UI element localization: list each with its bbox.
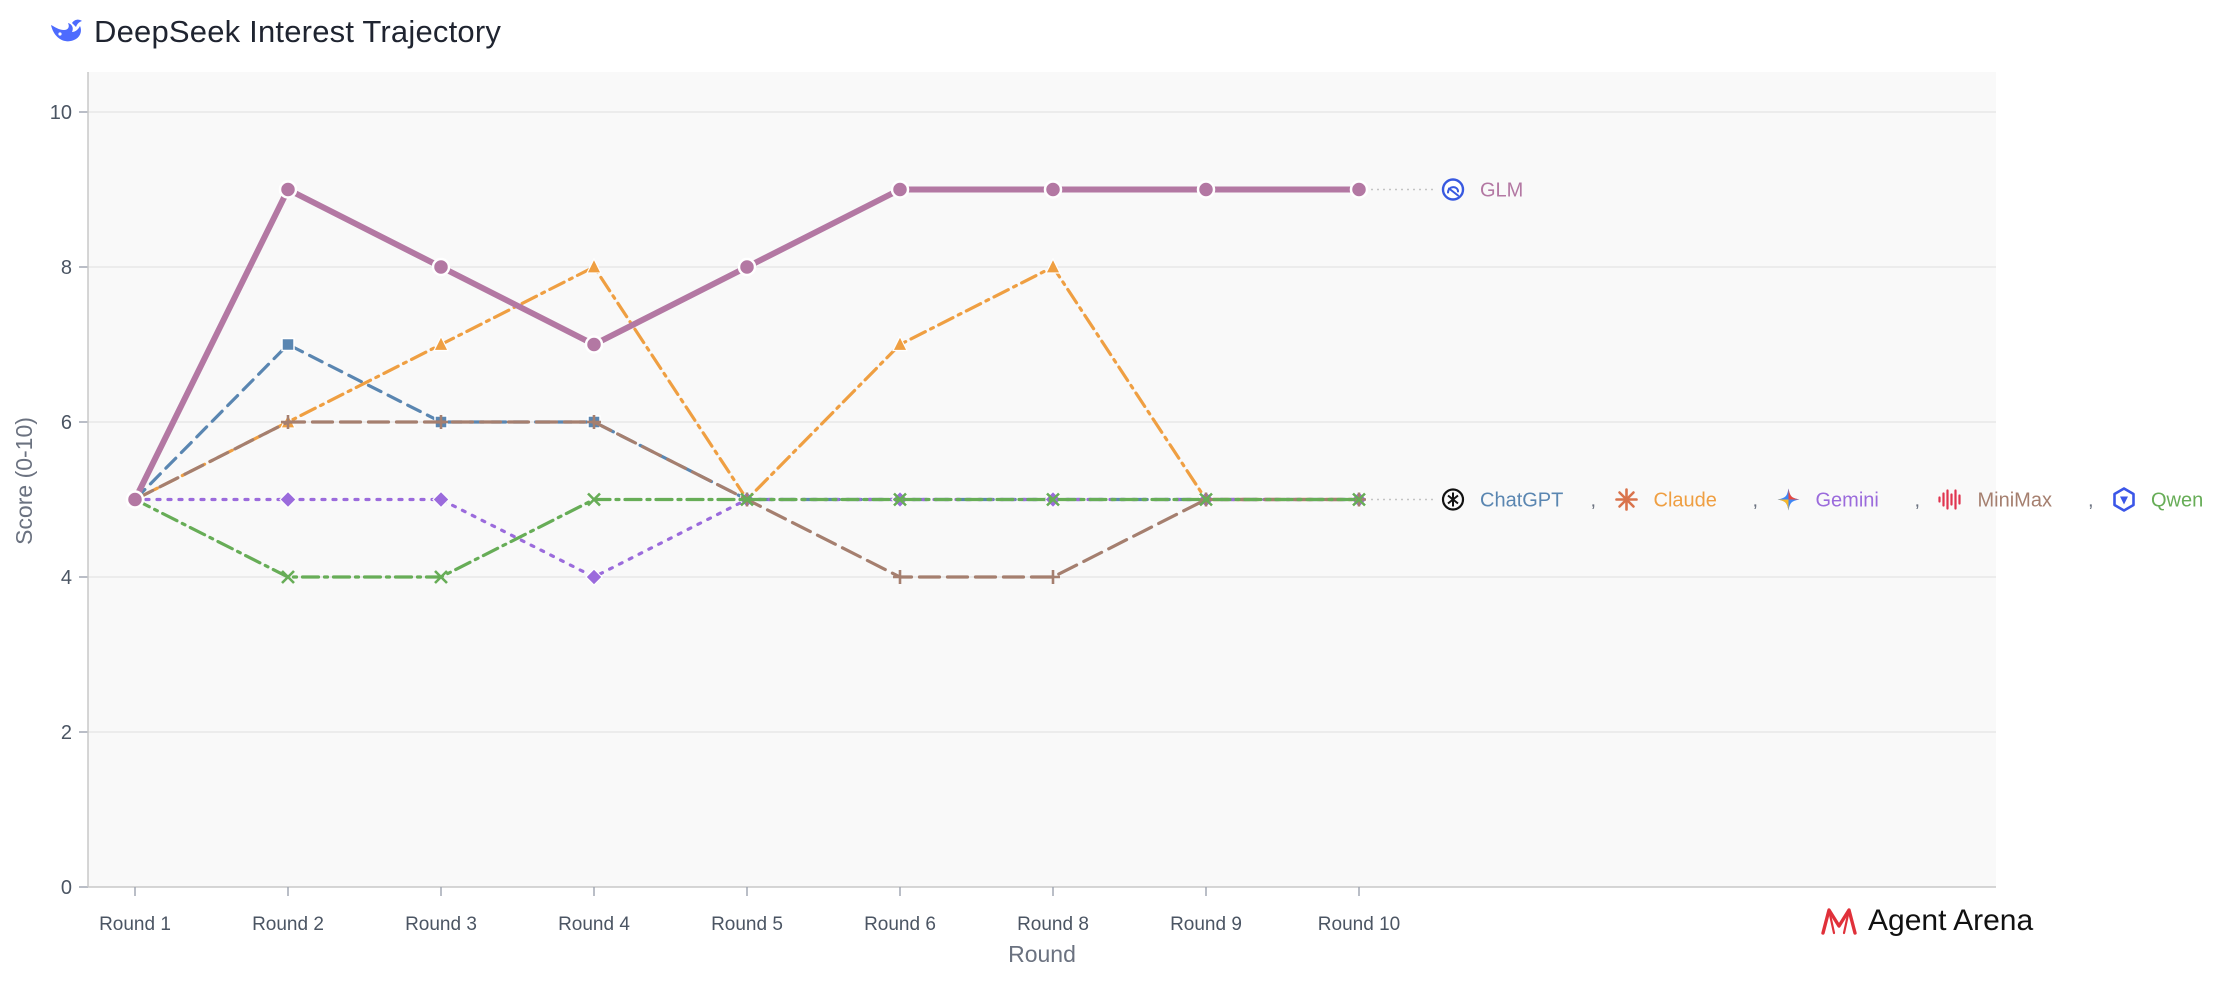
- legend-separator: ,: [2088, 490, 2094, 512]
- data-point: [278, 180, 298, 199]
- data-point: [1352, 492, 1366, 507]
- data-point: [279, 490, 297, 509]
- data-point: [1196, 180, 1216, 199]
- y-axis-label: Score (0-10): [11, 417, 37, 545]
- data-point: [434, 570, 448, 584]
- data-point: [740, 492, 754, 507]
- data-point: [587, 492, 601, 507]
- claude-icon: [1615, 488, 1638, 511]
- series-line: [133, 265, 1361, 502]
- y-tick-label: 0: [61, 877, 72, 899]
- agent-arena-brand: Agent Arena: [1820, 904, 2033, 938]
- x-tick-label: Round 4: [558, 914, 630, 935]
- data-point: [584, 335, 604, 354]
- agent-arena-label: Agent Arena: [1868, 904, 2034, 937]
- data-point: [431, 257, 451, 277]
- end-labels: GLM ChatGPT, Claude, Gemini, MiniMax, Qwen: [1371, 178, 2203, 512]
- legend-separator: ,: [1753, 490, 1759, 512]
- deepseek-whale-icon: [51, 19, 82, 42]
- data-point: [893, 570, 907, 584]
- data-point: [281, 415, 295, 429]
- data-point: [1043, 180, 1063, 199]
- end-label-gemini: Gemini: [1816, 490, 1879, 512]
- data-point: [434, 415, 448, 429]
- data-point: [587, 415, 601, 429]
- series-lines: [125, 180, 1369, 586]
- data-point: [586, 257, 602, 274]
- data-point: [892, 335, 908, 352]
- x-tick-label: Round 6: [864, 914, 936, 935]
- x-tick-label: Round 9: [1170, 914, 1242, 935]
- legend-separator: ,: [1915, 490, 1921, 512]
- end-label-minimax: MiniMax: [1978, 490, 2052, 512]
- x-tick-label: Round 1: [99, 914, 171, 935]
- end-label-glm: GLM: [1480, 180, 1523, 202]
- y-tick-label: 4: [61, 567, 72, 589]
- y-tick-label: 10: [50, 102, 72, 124]
- data-point: [893, 492, 907, 507]
- end-label-qwen: Qwen: [2151, 490, 2203, 512]
- data-point: [433, 335, 449, 352]
- data-point: [890, 180, 910, 199]
- data-point: [1046, 492, 1060, 507]
- glm-icon: [1441, 178, 1465, 201]
- data-point: [1199, 492, 1213, 507]
- y-tick-label: 6: [61, 412, 72, 434]
- plot-area: [88, 72, 1996, 887]
- x-tick-label: Round 10: [1318, 914, 1400, 935]
- chart-header: DeepSeek Interest Trajectory: [48, 10, 501, 54]
- series-line: [133, 497, 1361, 579]
- agent-arena-logo-icon: [1821, 908, 1857, 935]
- y-tick-label: 2: [61, 722, 72, 744]
- data-point: [125, 490, 145, 509]
- data-point: [281, 337, 295, 352]
- data-point: [737, 257, 757, 277]
- axes: 0 2 4 6 8 10 Round 1 Round 2 Round 3 Round 4 Round…: [50, 72, 1996, 935]
- x-axis-label: Round: [1008, 941, 1076, 967]
- y-tick-label: 8: [61, 257, 72, 279]
- data-point: [1045, 257, 1061, 274]
- data-point: [585, 568, 603, 586]
- chart-title: DeepSeek Interest Trajectory: [94, 14, 502, 49]
- x-tick-label: Round 5: [711, 914, 783, 935]
- x-tick-label: Round 3: [405, 914, 477, 935]
- x-tick-label: Round 2: [252, 914, 324, 935]
- legend-separator: ,: [1591, 490, 1597, 512]
- end-label-chatgpt: ChatGPT: [1480, 490, 1563, 512]
- x-tick-label: Round 8: [1017, 914, 1089, 935]
- qwen-icon: [2113, 487, 2135, 512]
- end-label-claude: Claude: [1654, 490, 1717, 512]
- series-glm: [125, 180, 1369, 509]
- data-point: [1046, 570, 1060, 584]
- data-point: [1349, 180, 1369, 199]
- data-point: [281, 570, 295, 584]
- data-point: [432, 490, 450, 509]
